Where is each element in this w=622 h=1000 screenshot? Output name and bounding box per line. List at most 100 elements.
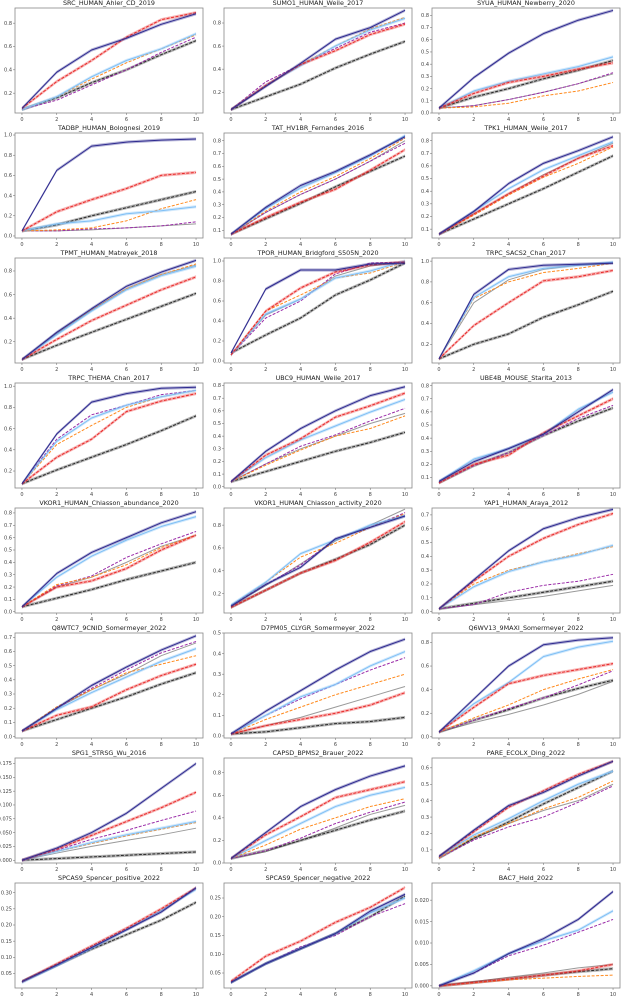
series-line [21,511,197,608]
series-line [21,672,197,732]
y-tick-label: 0.2 [4,213,12,219]
y-tick-label: 0.6 [421,410,429,416]
chart-panel: CAPSD_BPMS2_Brauer_2022 0.0 0.2 0.4 0.6 0.8 0 2… [213,749,413,875]
y-tick-label: 0.2 [213,339,221,345]
x-tick-label: 0 [437,367,440,373]
x-tick-label: 0 [20,617,23,623]
chart-title: VKOR1_HUMAN_Chiasson_activity_2020 [254,499,382,507]
series-line [21,415,197,485]
x-tick-label: 2 [55,992,58,998]
series-band [21,886,197,984]
series-line [230,142,406,235]
y-tick-label: 0.25 [1,907,12,913]
y-tick-label: 0.8 [213,21,221,27]
series-line [230,515,406,606]
x-tick-label: 2 [55,242,58,248]
y-tick-label: 0.6 [421,526,429,532]
series-line [230,149,406,235]
series-band [21,388,197,486]
y-tick-label: 0.8 [421,13,429,19]
plot-frame [223,632,413,739]
series-band [438,144,614,236]
series-line [21,221,197,232]
x-tick-label: 6 [125,992,128,998]
x-tick-label: 6 [334,367,337,373]
chart-title: SPCAS9_Spencer_negative_2022 [265,874,371,882]
series-line [438,770,614,857]
x-tick-label: 10 [402,367,408,373]
x-tick-label: 2 [55,867,58,873]
x-tick-label: 6 [125,242,128,248]
series-line [230,155,406,235]
x-tick-label: 10 [610,367,616,373]
y-tick-label: 0.2 [421,214,429,220]
y-tick-label: 0.6 [213,409,221,415]
y-tick-label: 0.5 [421,782,429,788]
y-tick-label: 0.6 [421,766,429,772]
chart-panel: TADBP_HUMAN_Bolognesi_2019 0.0 0.2 0.4 0.6 0.… [4,124,204,250]
series-line [21,199,197,232]
y-tick-label: 0.7 [4,635,12,641]
y-tick-label: 0.4 [421,436,429,442]
x-tick-label: 8 [577,492,580,498]
plot-frame [431,507,621,614]
chart-panel: TPK1_HUMAN_Weile_2017 0.1 0.2 0.3 0.4 0.5 0.6 0… [421,124,621,250]
chart-plot: 0.0 0.2 0.4 0.6 0.8 0 2 4 6 8 10 [421,632,621,748]
y-tick-label: 0.8 [421,138,429,144]
x-tick-label: 2 [472,867,475,873]
y-tick-label: 0.2 [421,711,429,717]
y-tick-label: 0.8 [213,770,221,776]
y-tick-label: 0.6 [213,164,221,170]
y-tick-label: 0.2 [213,215,221,221]
series-band [438,678,614,734]
series-line [21,648,197,732]
series-line [438,290,614,360]
y-tick-label: 0.3 [421,568,429,574]
x-tick-label: 8 [577,367,580,373]
series-line [21,821,197,861]
y-tick-label: 0.4 [4,316,12,322]
x-tick-label: 0 [20,242,23,248]
x-tick-label: 2 [264,117,267,123]
chart-title: TPK1_HUMAN_Weile_2017 [484,124,568,132]
series-line [230,407,406,483]
x-tick-label: 6 [542,242,545,248]
y-tick-label: 0.4 [213,190,221,196]
series-line [438,783,614,859]
x-tick-label: 4 [507,742,510,748]
chart-title: TADBP_HUMAN_Bolognesi_2019 [57,124,161,132]
x-tick-label: 8 [160,492,163,498]
chart-title: TRPC_THEMA_Chan_2017 [68,374,150,382]
series-line [230,893,406,983]
chart-plot: 0.000 0.005 0.010 0.015 0.020 0 2 4 6 8 10 [415,882,621,998]
y-tick-label: 0.3 [4,572,12,578]
series-line [438,963,614,987]
y-tick-label: 0.25 [210,896,221,902]
series-line [21,191,197,232]
y-tick-label: 0.4 [213,568,221,574]
series-line [21,292,197,360]
chart-title: TRPC_SACS2_Chan_2017 [485,249,566,257]
series-line [438,56,614,109]
y-tick-label: 0.6 [4,292,12,298]
series-line [21,635,197,732]
chart-plot: 0.0 0.2 0.4 0.6 0.8 1.0 0 2 4 6 8 10 [213,257,413,373]
series-line [21,389,197,485]
series-line [230,22,406,110]
x-tick-label: 0 [229,992,232,998]
series-band [21,392,197,486]
x-tick-label: 4 [90,367,93,373]
series-line [438,546,614,610]
x-tick-label: 0 [229,742,232,748]
series-line [21,561,197,608]
x-tick-label: 8 [577,867,580,873]
y-tick-label: 0.6 [4,535,12,541]
y-tick-label: 0.6 [213,44,221,50]
chart-panel: SPG1_STRSG_Wu_20160.0000.0250.0500.0750.… [0,749,204,875]
chart-plot: 0.2 0.4 0.6 0.8 0 2 4 6 8 10 [4,7,204,123]
series-line [438,155,614,235]
x-tick-label: 10 [193,242,199,248]
y-tick-label: 0.8 [213,138,221,144]
plot-frame [14,7,204,114]
plot-frame [14,132,204,239]
